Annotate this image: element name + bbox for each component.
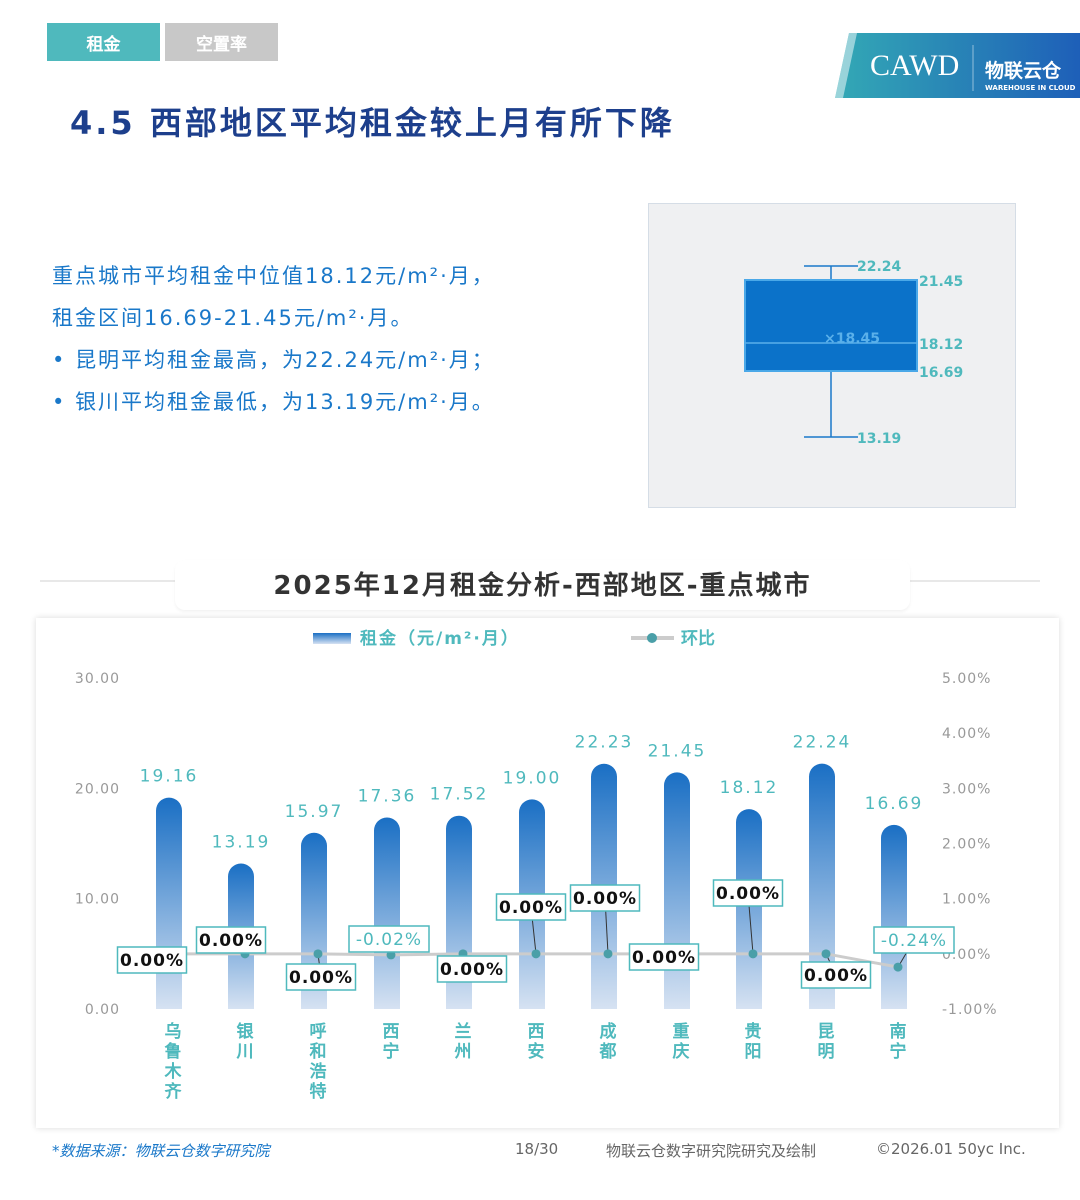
y-left-tick: 0.00 bbox=[85, 1002, 120, 1018]
median-label: 18.12 bbox=[919, 337, 963, 353]
pct-label-box bbox=[116, 946, 188, 974]
category-label: 西宁 bbox=[383, 1022, 400, 1062]
line-marker bbox=[603, 949, 613, 959]
bar-value-label: 21.45 bbox=[648, 741, 707, 761]
pct-label: 0.00% bbox=[199, 931, 263, 951]
bar bbox=[881, 824, 907, 1009]
y-right-tick: 4.00% bbox=[942, 726, 991, 742]
pct-label-box bbox=[436, 955, 508, 983]
category-label: 呼和浩特 bbox=[310, 1022, 327, 1102]
bar-value-label: 18.12 bbox=[720, 778, 779, 798]
pct-label-box bbox=[712, 879, 784, 907]
legend-bar-label: 租金（元/m²·月） bbox=[360, 628, 520, 649]
bar-value-label: 13.19 bbox=[212, 832, 271, 852]
legend-line-label: 环比 bbox=[681, 628, 715, 649]
min-label: 13.19 bbox=[857, 431, 901, 447]
chart-title: 2025年12月租金分析-西部地区-重点城市 bbox=[175, 560, 910, 610]
page-title: 4.5 西部地区平均租金较上月有所下降 bbox=[70, 104, 675, 142]
pct-label: 0.00% bbox=[120, 951, 184, 971]
pct-label: 0.00% bbox=[499, 898, 563, 918]
pct-label: -0.24% bbox=[881, 931, 947, 951]
summary-bullet: • 昆明平均租金最高，为22.24元/m²·月； bbox=[52, 348, 495, 372]
line-marker bbox=[531, 949, 541, 959]
category-label: 乌鲁木齐 bbox=[164, 1021, 183, 1102]
y-right-tick: 1.00% bbox=[942, 892, 991, 908]
pct-label: 0.00% bbox=[804, 966, 868, 986]
category-label: 成都 bbox=[599, 1021, 617, 1062]
pct-label-box bbox=[495, 893, 567, 921]
tab-rent[interactable]: 租金 bbox=[47, 23, 160, 61]
bar-value-label: 15.97 bbox=[285, 802, 344, 822]
pct-label: 0.00% bbox=[716, 884, 780, 904]
copyright: ©2026.01 50yc Inc. bbox=[876, 1140, 1026, 1158]
pct-label-box bbox=[195, 926, 267, 954]
y-left-tick: 10.00 bbox=[75, 892, 120, 908]
bar-value-label: 16.69 bbox=[865, 794, 924, 814]
y-right-tick: 3.00% bbox=[942, 781, 991, 797]
summary-line: 租金区间16.69-21.45元/m²·月。 bbox=[52, 306, 414, 330]
tab-vacancy[interactable]: 空置率 bbox=[165, 23, 278, 61]
bar bbox=[374, 817, 400, 1009]
legend-bar-swatch bbox=[313, 633, 351, 644]
line-marker bbox=[893, 962, 903, 972]
pct-label-box bbox=[628, 943, 700, 971]
bar bbox=[156, 797, 182, 1009]
svg-text:CAWD: CAWD bbox=[870, 49, 959, 82]
pct-label: -0.02% bbox=[356, 930, 422, 950]
pct-label: 0.00% bbox=[289, 968, 353, 988]
bar bbox=[664, 772, 690, 1009]
y-left-tick: 20.00 bbox=[75, 781, 120, 797]
legend-line-marker bbox=[647, 633, 657, 643]
y-right-tick: 5.00% bbox=[942, 671, 991, 687]
legend: 租金（元/m²·月） 环比 bbox=[313, 628, 715, 649]
bar-value-label: 19.00 bbox=[503, 768, 562, 788]
category-label: 昆明 bbox=[818, 1022, 835, 1062]
summary-bullet: • 银川平均租金最低，为13.19元/m²·月。 bbox=[52, 390, 495, 414]
pct-label: 0.00% bbox=[573, 889, 637, 909]
line-marker bbox=[313, 949, 323, 959]
svg-text:WAREHOUSE IN CLOUD: WAREHOUSE IN CLOUD bbox=[985, 84, 1076, 92]
credit: 物联云仓数字研究院研究及绘制 bbox=[606, 1142, 817, 1160]
y-right-tick: 2.00% bbox=[942, 837, 991, 853]
line-marker bbox=[821, 949, 831, 959]
max-label: 22.24 bbox=[857, 259, 902, 275]
summary-line: 重点城市平均租金中位值18.12元/m²·月， bbox=[52, 264, 495, 288]
pct-label-box bbox=[800, 961, 872, 989]
cawd-logo: CAWD 物联云仓 WAREHOUSE IN CLOUD bbox=[835, 33, 1080, 98]
box-plot: 22.24 21.45 ×18.45 18.12 16.69 13.19 bbox=[648, 203, 1016, 508]
y-left-tick: 30.00 bbox=[75, 671, 120, 687]
category-label: 贵阳 bbox=[745, 1021, 762, 1062]
category-label: 南宁 bbox=[890, 1021, 907, 1062]
pct-label-box bbox=[285, 963, 357, 991]
pct-label-box bbox=[873, 926, 955, 954]
bullet-text: 银川平均租金最低，为13.19元/m²·月。 bbox=[75, 390, 495, 414]
category-label: 兰州 bbox=[454, 1021, 472, 1062]
category-label: 西安 bbox=[528, 1022, 545, 1062]
q3-label: 21.45 bbox=[919, 274, 963, 290]
mean-label: ×18.45 bbox=[824, 331, 880, 347]
pct-label: 0.00% bbox=[632, 948, 696, 968]
chart-panel: 租金（元/m²·月） 环比 0.00 10.00 20.00 30.00 -1.00% 0… bbox=[36, 618, 1059, 1128]
pct-label-box bbox=[569, 884, 641, 912]
bar-value-label: 22.24 bbox=[793, 733, 852, 753]
page-number: 18/30 bbox=[515, 1140, 559, 1158]
bar bbox=[809, 763, 835, 1009]
pct-label-box bbox=[348, 925, 430, 953]
category-label: 重庆 bbox=[673, 1021, 690, 1062]
category-label: 银川 bbox=[236, 1021, 255, 1062]
bar-value-label: 22.23 bbox=[575, 733, 634, 753]
bar-value-label: 19.16 bbox=[140, 767, 199, 787]
bar-line-chart: 租金（元/m²·月） 环比 0.00 10.00 20.00 30.00 -1.00% 0… bbox=[75, 628, 998, 1102]
pct-label: 0.00% bbox=[440, 960, 504, 980]
line-marker bbox=[748, 949, 758, 959]
y-right-tick: -1.00% bbox=[942, 1002, 998, 1018]
bar-value-label: 17.36 bbox=[358, 786, 417, 806]
box bbox=[744, 279, 918, 372]
summary-text: 重点城市平均租金中位值18.12元/m²·月， 租金区间16.69-21.45元… bbox=[52, 255, 495, 423]
q1-label: 16.69 bbox=[919, 365, 963, 381]
svg-text:物联云仓: 物联云仓 bbox=[985, 59, 1062, 82]
bullet-text: 昆明平均租金最高，为22.24元/m²·月； bbox=[75, 348, 495, 372]
bar-value-label: 17.52 bbox=[430, 785, 489, 805]
data-source: *数据来源：物联云仓数字研究院 bbox=[52, 1142, 270, 1160]
